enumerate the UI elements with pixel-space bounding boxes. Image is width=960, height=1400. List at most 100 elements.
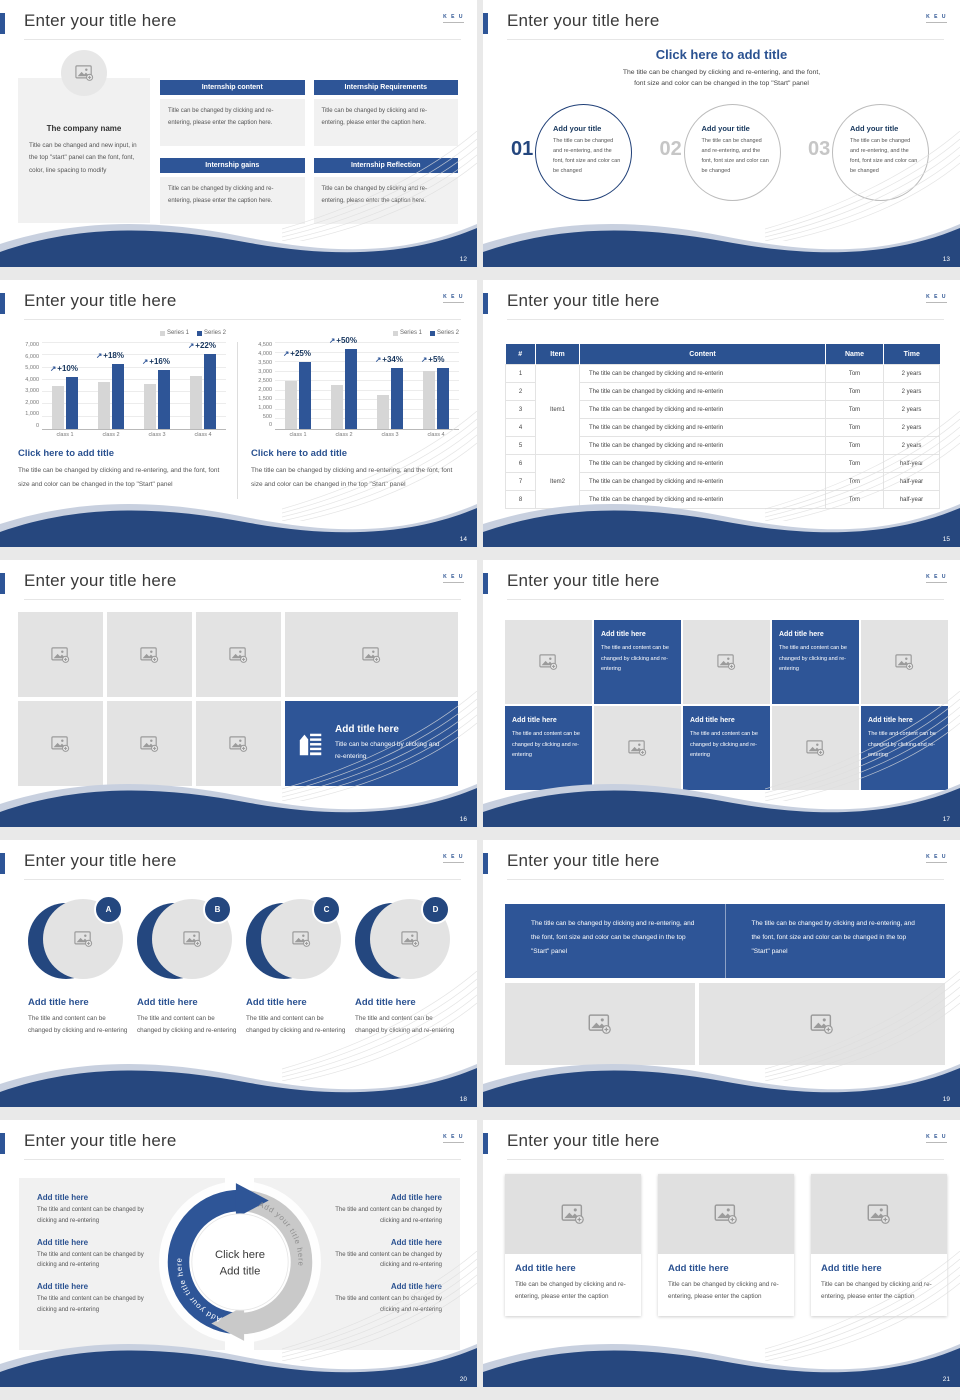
logo-text: K E U <box>443 574 464 580</box>
title-underline <box>507 319 944 320</box>
caption-box: Internship Requirements Title can be chan… <box>313 80 458 146</box>
title-underline <box>507 39 944 40</box>
caption-box-header: Internship Reflection <box>313 158 458 173</box>
merged-item-cell: Item1 <box>535 364 580 455</box>
image-placeholder-icon <box>51 735 70 752</box>
slide-13: Enter your title here K E U Click here t… <box>483 0 960 267</box>
title-underline <box>507 879 944 880</box>
title-accent-bar <box>0 853 5 874</box>
logo-underline <box>443 581 464 585</box>
col-header: # <box>505 344 536 365</box>
logo-underline <box>443 301 464 305</box>
letter-badge: A <box>94 895 123 924</box>
slide-17: Enter your title here K E U Add title he… <box>483 560 960 827</box>
lettered-item: C Add title here The title and content c… <box>246 895 346 1036</box>
chart-block-left: Series 1 Series 2 7,000 6,000 5,000 4,000 3,00… <box>18 330 226 492</box>
lettered-items-row: A Add title here The title and content c… <box>28 895 455 1036</box>
image-placeholder <box>107 612 192 697</box>
gray-arrow-arc <box>239 1189 313 1335</box>
title-underline <box>24 39 461 40</box>
page-number: 19 <box>942 1096 950 1103</box>
title-underline <box>24 319 461 320</box>
caption-box: Internship content Title can be changed b… <box>160 80 305 146</box>
title-underline <box>507 1159 944 1160</box>
image-placeholder <box>505 983 695 1065</box>
item-title: Add your title <box>701 124 750 133</box>
numbered-item: 02 Add your title The title can be change… <box>657 100 786 210</box>
banner-text: The title can be changed by clicking and… <box>724 904 946 978</box>
logo: K E U <box>443 1135 464 1145</box>
caption-box-header: Internship gains <box>160 158 305 173</box>
page-number: 21 <box>942 1376 950 1383</box>
slide-12: Enter your title here K E U The company … <box>0 0 477 267</box>
image-placeholder <box>18 612 103 697</box>
text-tile: Add title here The title and content can … <box>772 620 859 704</box>
circle-outline <box>535 104 632 201</box>
page-number: 14 <box>459 536 467 543</box>
logo-text: K E U <box>926 574 947 580</box>
logo-underline <box>926 581 947 585</box>
gray-arrowhead <box>211 1306 245 1341</box>
lettered-item: D Add title here The title and content c… <box>355 895 455 1036</box>
page-number: 20 <box>459 1376 467 1383</box>
bar-chart-left: Series 1 Series 2 7,000 6,000 5,000 4,000 3,00… <box>25 330 226 438</box>
image-placeholder-icon <box>229 735 248 752</box>
image-placeholder <box>196 612 281 697</box>
image-placeholder <box>18 701 103 786</box>
slide-title: Enter your title here <box>24 571 177 590</box>
title-accent-bar <box>483 1133 488 1154</box>
slide-title: Enter your title here <box>507 11 660 30</box>
slide-19: Enter your title here K E U The title ca… <box>483 840 960 1107</box>
item-number: 01 <box>509 138 536 160</box>
image-placeholder <box>699 983 945 1065</box>
logo-text: K E U <box>443 294 464 300</box>
footer-wave <box>483 1064 960 1107</box>
building-icon <box>299 733 322 755</box>
footer-wave <box>0 504 477 547</box>
banner-text: The title can be changed by clicking and… <box>531 920 695 955</box>
logo: K E U <box>443 295 464 305</box>
footer-wave <box>483 1344 960 1387</box>
image-placeholder <box>505 620 592 704</box>
logo-text: K E U <box>443 14 464 20</box>
slide-title: Enter your title here <box>24 11 177 30</box>
numbered-item: 01 Add your title The title can be change… <box>509 100 637 210</box>
table-row: 1 Item1 The title can be changed by clicki… <box>505 364 940 455</box>
chart-caption-title: Click here to add title <box>251 448 348 459</box>
blue-arrow-arc <box>167 1189 241 1335</box>
image-placeholder <box>683 620 770 704</box>
item-title: Add your title <box>850 124 899 133</box>
image-placeholder <box>811 1174 947 1254</box>
logo: K E U <box>443 15 464 25</box>
title-accent-bar <box>483 293 488 314</box>
item-body: The title can be changed and re-entering… <box>701 138 769 174</box>
image-placeholder-icon <box>717 654 736 670</box>
letter-badge: D <box>421 895 450 924</box>
logo-underline <box>443 1141 464 1145</box>
image-placeholder <box>594 706 681 790</box>
feature-title: Add title here <box>335 724 399 736</box>
logo: K E U <box>926 295 947 305</box>
chart-block-right: Series 1 Series 2 4,500 4,000 3,500 3,000 2,50… <box>251 330 459 492</box>
logo-text: K E U <box>926 1134 947 1140</box>
title-underline <box>507 599 944 600</box>
section-heading: Click here to add title <box>655 47 788 62</box>
logo: K E U <box>926 15 947 25</box>
caption-box-header: Internship Requirements <box>313 80 458 95</box>
slide-title: Enter your title here <box>507 571 660 590</box>
data-table: # Item Content Name Time 1 Item1 The title… <box>505 344 940 509</box>
title-underline <box>24 879 461 880</box>
title-accent-bar <box>483 13 488 34</box>
feature-tile: Add title here Title can be changed by cl… <box>285 701 458 786</box>
lettered-item: B Add title here The title and content c… <box>137 895 237 1036</box>
cycle-arrows-diagram: Click here Add title Add your title here… <box>159 1181 321 1343</box>
slide-title: Enter your title here <box>24 1131 177 1150</box>
text-tile: Add title here The title and content can … <box>683 706 770 790</box>
page-number: 16 <box>459 816 467 823</box>
footer-wave <box>483 784 960 827</box>
footer-wave <box>483 224 960 267</box>
col-header: Content <box>579 344 826 365</box>
item-title: Add your title <box>553 124 602 133</box>
chart-caption-body: The title can be changed by clicking and… <box>18 467 220 488</box>
col-header: Time <box>883 344 940 365</box>
